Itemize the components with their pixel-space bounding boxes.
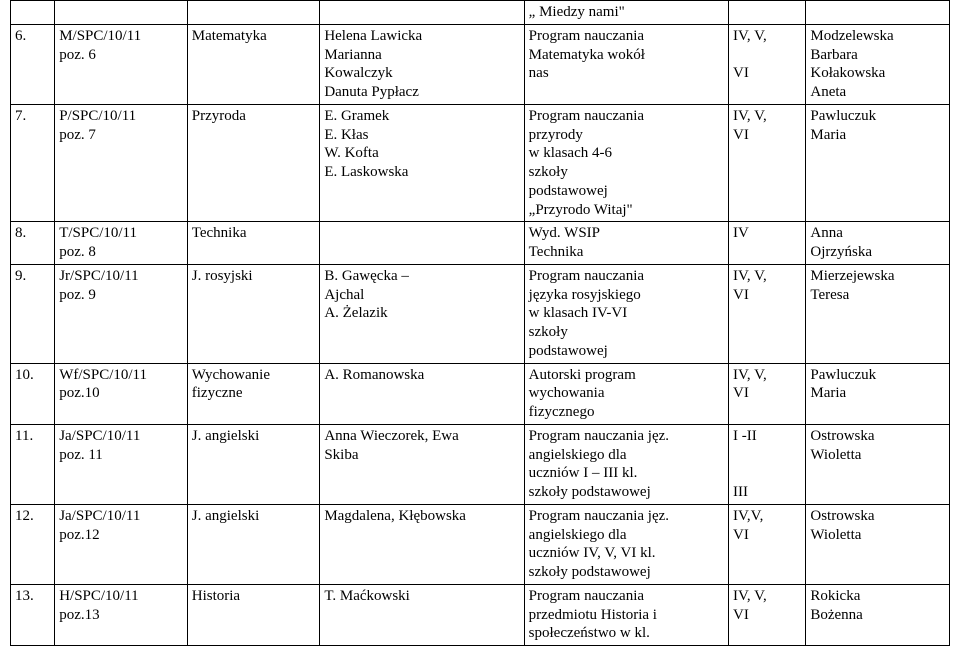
- program-cell: Program nauczaniaprzedmiotu Historia isp…: [524, 584, 728, 645]
- classes-cell: IV, V,VI: [729, 363, 806, 424]
- program-cell: Autorski programwychowaniafizycznego: [524, 363, 728, 424]
- signature-cell: M/SPC/10/11poz. 6: [55, 24, 188, 104]
- teachers-cell: [320, 222, 524, 265]
- subject-cell: J. angielski: [187, 504, 320, 584]
- table-row: 9.Jr/SPC/10/11poz. 9J. rosyjskiB. Gawęck…: [11, 264, 950, 363]
- lp-cell: 7.: [11, 104, 55, 222]
- classes-cell: [729, 1, 806, 25]
- supervisor-cell: Rokicka Bożenna: [806, 584, 950, 645]
- signature-cell: Ja/SPC/10/11poz.12: [55, 504, 188, 584]
- table-row: „ Miedzy nami": [11, 1, 950, 25]
- teachers-cell: Magdalena, Kłębowska: [320, 504, 524, 584]
- document-page: „ Miedzy nami"6.M/SPC/10/11poz. 6Matemat…: [0, 0, 960, 607]
- program-cell: Program nauczania jęz.angielskiego dlauc…: [524, 424, 728, 504]
- classes-cell: IV: [729, 222, 806, 265]
- supervisor-cell: OstrowskaWioletta: [806, 504, 950, 584]
- supervisor-cell: PawluczukMaria: [806, 363, 950, 424]
- supervisor-cell: [806, 1, 950, 25]
- subject-cell: Technika: [187, 222, 320, 265]
- table-row: 11.Ja/SPC/10/11poz. 11J. angielskiAnna W…: [11, 424, 950, 504]
- table-row: 6.M/SPC/10/11poz. 6MatematykaHelena Lawi…: [11, 24, 950, 104]
- signature-cell: P/SPC/10/11poz. 7: [55, 104, 188, 222]
- subject-cell: [187, 1, 320, 25]
- lp-cell: 12.: [11, 504, 55, 584]
- lp-cell: 6.: [11, 24, 55, 104]
- teachers-cell: T. Maćkowski: [320, 584, 524, 645]
- lp-cell: 13.: [11, 584, 55, 645]
- subject-cell: Matematyka: [187, 24, 320, 104]
- lp-cell: 11.: [11, 424, 55, 504]
- supervisor-cell: AnnaOjrzyńska: [806, 222, 950, 265]
- program-cell: Program nauczania jęz.angielskiego dlauc…: [524, 504, 728, 584]
- supervisor-cell: ModzelewskaBarbaraKołakowska Aneta: [806, 24, 950, 104]
- subject-cell: Historia: [187, 584, 320, 645]
- lp-cell: 9.: [11, 264, 55, 363]
- signature-cell: H/SPC/10/11poz.13: [55, 584, 188, 645]
- table-row: 8.T/SPC/10/11poz. 8Technika Wyd. WSIPTech…: [11, 222, 950, 265]
- signature-cell: [55, 1, 188, 25]
- supervisor-cell: Pawluczuk Maria: [806, 104, 950, 222]
- classes-cell: IV, V,VI: [729, 264, 806, 363]
- signature-cell: Ja/SPC/10/11poz. 11: [55, 424, 188, 504]
- classes-cell: IV, V,VI: [729, 104, 806, 222]
- lp-cell: 8.: [11, 222, 55, 265]
- program-cell: „ Miedzy nami": [524, 1, 728, 25]
- supervisor-cell: MierzejewskaTeresa: [806, 264, 950, 363]
- teachers-cell: A. Romanowska: [320, 363, 524, 424]
- lp-cell: [11, 1, 55, 25]
- program-cell: Program nauczaniaprzyrodyw klasach 4-6sz…: [524, 104, 728, 222]
- table-row: 13.H/SPC/10/11poz.13HistoriaT. Maćkowski…: [11, 584, 950, 645]
- subject-cell: Wychowaniefizyczne: [187, 363, 320, 424]
- signature-cell: Wf/SPC/10/11poz.10: [55, 363, 188, 424]
- curriculum-table: „ Miedzy nami"6.M/SPC/10/11poz. 6Matemat…: [10, 0, 950, 646]
- lp-cell: 10.: [11, 363, 55, 424]
- classes-cell: IV, V,VI: [729, 584, 806, 645]
- signature-cell: Jr/SPC/10/11poz. 9: [55, 264, 188, 363]
- program-cell: Program nauczaniajęzyka rosyjskiegow kla…: [524, 264, 728, 363]
- classes-cell: I -IIIII: [729, 424, 806, 504]
- supervisor-cell: Ostrowska Wioletta: [806, 424, 950, 504]
- subject-cell: J. angielski: [187, 424, 320, 504]
- signature-cell: T/SPC/10/11poz. 8: [55, 222, 188, 265]
- subject-cell: Przyroda: [187, 104, 320, 222]
- program-cell: Program nauczaniaMatematyka wokółnas: [524, 24, 728, 104]
- teachers-cell: Anna Wieczorek, EwaSkiba: [320, 424, 524, 504]
- teachers-cell: Helena LawickaMariannaKowalczykDanuta Py…: [320, 24, 524, 104]
- classes-cell: IV, V,VI: [729, 24, 806, 104]
- subject-cell: J. rosyjski: [187, 264, 320, 363]
- program-cell: Wyd. WSIPTechnika: [524, 222, 728, 265]
- table-row: 12.Ja/SPC/10/11poz.12J. angielskiMagdale…: [11, 504, 950, 584]
- teachers-cell: B. Gawęcka –AjchalA. Żelazik: [320, 264, 524, 363]
- table-row: 7.P/SPC/10/11poz. 7PrzyrodaE. GramekE. K…: [11, 104, 950, 222]
- teachers-cell: E. GramekE. KłasW. KoftaE. Laskowska: [320, 104, 524, 222]
- table-row: 10.Wf/SPC/10/11poz.10WychowaniefizyczneA…: [11, 363, 950, 424]
- teachers-cell: [320, 1, 524, 25]
- classes-cell: IV,V,VI: [729, 504, 806, 584]
